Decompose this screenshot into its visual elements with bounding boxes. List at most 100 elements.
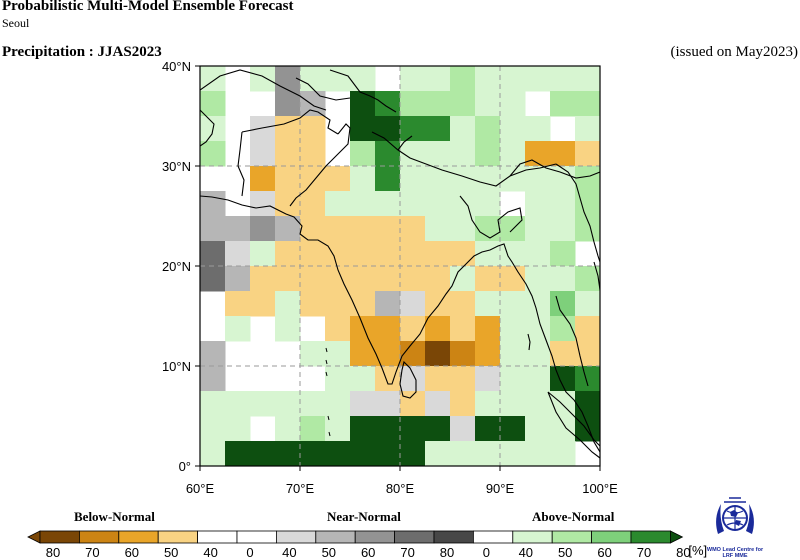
grid-cell [375,241,401,267]
grid-cell [300,441,326,466]
grid-cell [500,441,526,466]
grid-cell [350,216,376,242]
grid-cell [475,216,501,242]
grid-cell [450,441,476,466]
colorbar-box [551,530,593,544]
grid-cell [425,116,451,142]
grid-cell [425,466,451,492]
grid-cell [225,241,251,267]
border-thailand [555,295,589,387]
coastline-mainland [200,195,600,453]
grid-cell [200,141,226,167]
grid-cell [450,241,476,267]
grid-cell [300,91,326,117]
grid-cell [250,116,276,142]
grid-cell [200,341,226,367]
grid-cell [500,66,526,92]
grid-cell [250,141,276,167]
grid-cell [350,91,376,117]
grid-cell [450,266,476,292]
grid-cell [325,341,351,367]
border-bangladesh [459,195,523,239]
grid-cell [375,91,401,117]
grid-cell [525,441,551,466]
grid-cell [250,491,276,517]
grid-cell [325,391,351,417]
grid-cell [475,441,501,466]
wmo-logo: WMO Lead Centre for LRF MME [703,496,767,559]
grid-cell [425,91,451,117]
grid-cell [275,291,301,317]
grid-cell [325,316,351,342]
grid-cell [550,216,576,242]
grid-cell [325,241,351,267]
grid-cell [500,266,526,292]
grid-cell [550,266,576,292]
grid-cell [350,116,376,142]
coastline-gulf [200,109,215,147]
colorbar-label: 80 [676,545,690,560]
grid-cell [375,541,401,560]
grid-cell [250,241,276,267]
colorbar-box [157,530,198,544]
grid-cell [575,116,600,142]
grid-cell [325,441,351,466]
colorbar-box [354,530,396,544]
grid-cell [425,291,451,317]
colorbar-box [630,530,671,544]
grid-cell [350,441,376,466]
border-china-east [509,159,600,179]
grid-cell [550,191,576,217]
grid-cell [550,241,576,267]
grid-cell [425,216,451,242]
grid-cell [275,116,301,142]
lat-lon-gridlines [200,66,600,466]
grid-cell [475,341,501,367]
grid-cell [425,341,451,367]
grid-cell [400,241,426,267]
grid-cell [250,466,276,492]
grid-cell [450,341,476,367]
grid-cell [225,441,251,466]
grid-cell [425,491,451,517]
border-china-north [329,69,397,113]
grid-cell [325,216,351,242]
lat-tick-label: 40°N [162,59,191,74]
grid-cell [275,316,301,342]
grid-cell [400,266,426,292]
grid-cell [250,391,276,417]
colorbar-box [512,530,553,544]
coastline-sumatra [547,391,600,459]
border-laos [593,261,600,291]
grid-cell [350,391,376,417]
colorbar-box [118,530,159,544]
grid-cell [475,91,501,117]
grid-cell [525,241,551,267]
issued-date: (issued on May2023) [670,44,799,60]
grid-cell [450,316,476,342]
grid-cell [525,366,551,392]
colorbar-label: 40 [519,545,533,560]
grid-cell [575,391,600,417]
grid-cell [275,241,301,267]
grid-cell [325,416,351,442]
colorbar-box [394,530,435,544]
lon-tick-label: 90°E [486,481,515,496]
grid-cell [325,466,351,492]
grid-cell [200,391,226,417]
colorbar-label: 70 [400,545,414,560]
colorbar-box [275,530,317,544]
grid-cell [350,66,376,92]
border-pakistan-afghanistan [241,109,339,135]
grid-cell [475,141,501,167]
grid-cell [475,66,501,92]
grid-cell [400,366,426,392]
grid-cell [525,341,551,367]
grid-cell [450,116,476,142]
lat-tick-label: 10°N [162,359,191,374]
colorbar-box [433,530,474,544]
logo-caption-2: LRF MME [722,553,748,559]
grid-cell [275,266,301,292]
grid-cell [475,416,501,442]
grid-cell [475,166,501,192]
